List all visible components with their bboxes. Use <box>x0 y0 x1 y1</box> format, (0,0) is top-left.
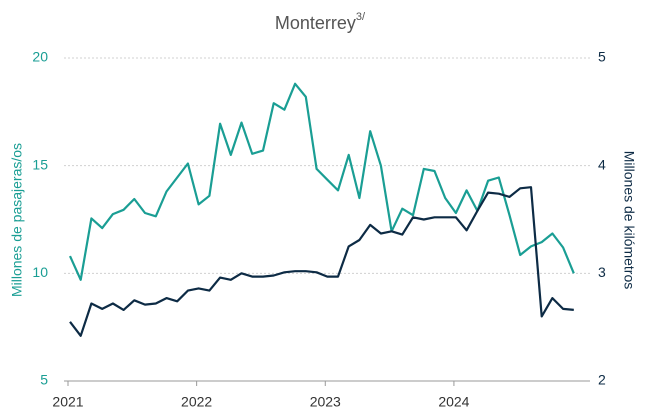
y2-tick-label: 3 <box>598 264 606 280</box>
y-tick-label: 10 <box>32 264 48 280</box>
y-tick-label: 20 <box>32 49 48 65</box>
y2-axis-label: Millones de kilómetros <box>621 151 637 290</box>
y-tick-label: 5 <box>40 372 48 388</box>
y2-tick-label: 2 <box>598 372 606 388</box>
x-tick-label: 2024 <box>438 394 469 410</box>
chart-title: Monterrey3/ <box>275 11 366 33</box>
y-axis-label: Millones de pasajeras/os <box>9 143 25 297</box>
title-text: Monterrey <box>275 13 356 33</box>
y2-tick-label: 4 <box>598 156 606 172</box>
series-line <box>68 82 575 281</box>
title-superscript: 3/ <box>356 11 366 23</box>
series-line <box>69 186 574 337</box>
y2-tick-label: 5 <box>598 49 606 65</box>
x-tick-label: 2021 <box>52 394 83 410</box>
y-tick-label: 15 <box>32 156 48 172</box>
x-tick-label: 2022 <box>181 394 212 410</box>
x-tick-label: 2023 <box>310 394 341 410</box>
